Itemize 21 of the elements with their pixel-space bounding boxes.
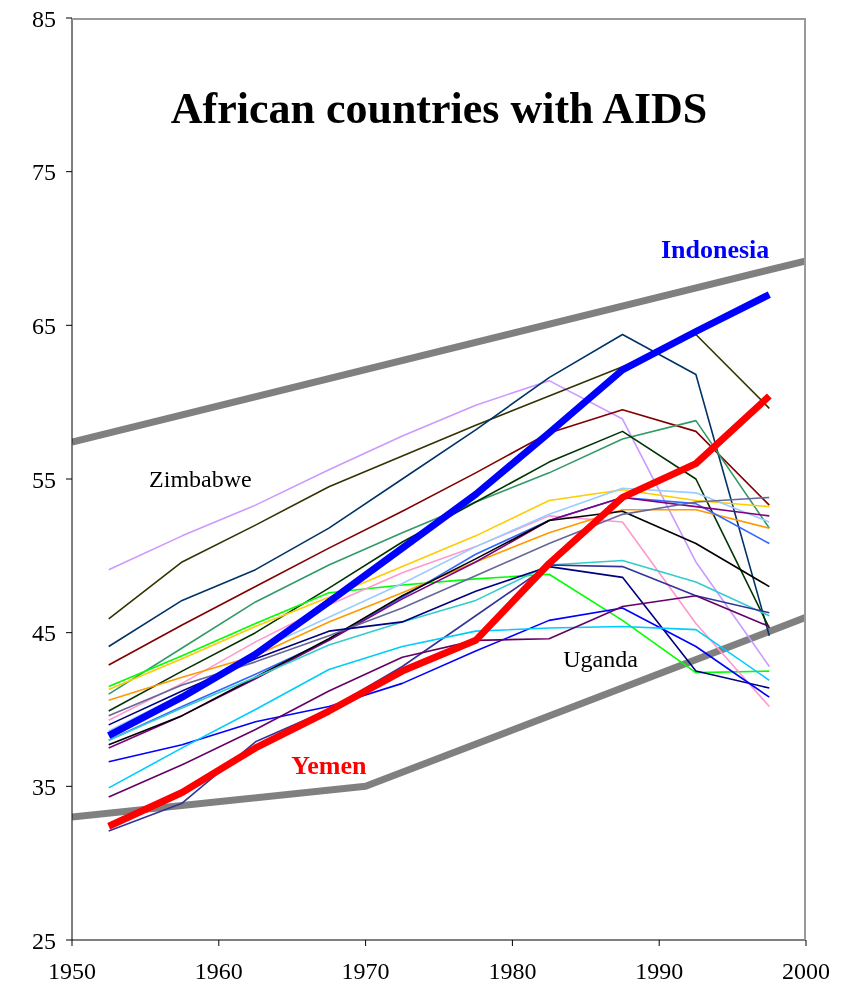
y-tick-label: 85 — [32, 5, 56, 32]
x-tick-label: 1980 — [488, 958, 537, 985]
line-series — [107, 594, 771, 798]
annotation: Uganda — [563, 645, 638, 673]
y-tick-label: 55 — [32, 466, 56, 493]
y-tick-label: 45 — [32, 620, 56, 647]
text: African countries with AIDS — [169, 83, 709, 134]
y-tick-label: 65 — [32, 312, 56, 339]
line-series — [107, 573, 771, 688]
y-tick-label: 75 — [32, 159, 56, 186]
y-tick-label: 35 — [32, 773, 56, 800]
series-label: Indonesia — [660, 234, 770, 265]
x-tick-label: 2000 — [782, 958, 830, 985]
x-tick-label: 1960 — [194, 958, 243, 985]
x-tick-label: 1990 — [635, 958, 684, 985]
x-tick-label: 1950 — [48, 958, 96, 985]
annotation: Zimbabwe — [149, 465, 252, 493]
x-tick-label: 1970 — [341, 958, 390, 985]
series-label: Yemen — [291, 751, 367, 782]
y-tick-label: 25 — [32, 927, 56, 954]
line-series — [107, 625, 771, 789]
